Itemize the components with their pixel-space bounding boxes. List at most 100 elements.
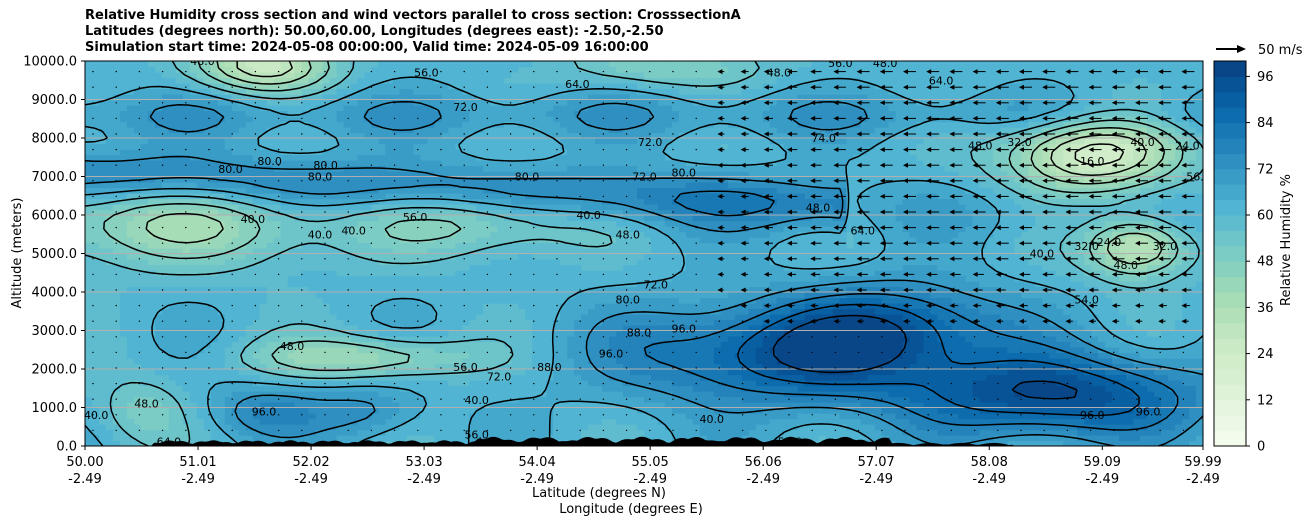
field-cell: [119, 374, 128, 381]
field-cell: [161, 160, 170, 167]
field-cell: [399, 275, 408, 282]
field-cell: [448, 99, 456, 106]
field-cell: [462, 143, 470, 150]
field-cell: [175, 182, 184, 189]
field-cell: [504, 418, 512, 425]
field-cell: [301, 358, 310, 365]
field-cell: [147, 407, 156, 414]
field-cell: [392, 391, 401, 398]
field-cell: [210, 160, 219, 167]
field-cell: [546, 286, 554, 293]
field-cell: [301, 347, 310, 354]
field-cell: [196, 380, 205, 387]
field-cell: [336, 402, 345, 409]
field-cell: [126, 132, 135, 139]
field-cell: [490, 325, 498, 332]
field-cell: [105, 105, 114, 112]
field-cell: [105, 292, 114, 299]
field-cell: [210, 209, 219, 216]
field-cell: [371, 88, 380, 95]
field-cell: [413, 380, 421, 387]
field-cell: [574, 358, 582, 365]
field-cell: [546, 396, 554, 403]
field-cell: [364, 116, 373, 123]
field-cell: [518, 248, 526, 255]
field-cell: [196, 330, 205, 337]
field-cell: [224, 314, 233, 321]
field-cell: [308, 204, 317, 211]
field-cell: [399, 204, 408, 211]
field-cell: [525, 83, 533, 90]
field-cell: [574, 187, 582, 194]
field-cell: [126, 220, 135, 227]
field-cell: [168, 270, 177, 277]
field-cell: [245, 116, 254, 123]
field-cell: [112, 231, 121, 238]
field-cell: [154, 352, 163, 359]
field-cell: [476, 297, 484, 304]
field-cell: [434, 363, 442, 370]
field-cell: [525, 160, 533, 167]
field-cell: [168, 248, 177, 255]
field-cell: [441, 286, 449, 293]
field-cell: [406, 83, 415, 90]
field-cell: [504, 226, 512, 233]
field-cell: [469, 143, 477, 150]
field-cell: [539, 154, 547, 161]
field-cell: [245, 396, 254, 403]
field-cell: [392, 66, 401, 73]
field-cell: [329, 435, 338, 442]
field-cell: [294, 297, 303, 304]
field-cell: [119, 182, 128, 189]
field-cell: [525, 77, 533, 84]
field-cell: [406, 132, 415, 139]
field-cell: [315, 424, 324, 431]
field-cell: [371, 374, 380, 381]
field-cell: [140, 402, 149, 409]
field-cell: [112, 424, 121, 431]
field-cell: [287, 330, 296, 337]
field-cell: [343, 66, 352, 73]
field-cell: [140, 193, 149, 200]
field-cell: [91, 396, 100, 403]
field-cell: [91, 94, 100, 101]
field-cell: [105, 418, 114, 425]
field-cell: [266, 105, 275, 112]
field-cell: [168, 418, 177, 425]
field-cell: [140, 138, 149, 145]
field-cell: [420, 88, 428, 95]
field-cell: [161, 110, 170, 117]
field-cell: [224, 424, 233, 431]
field-cell: [553, 402, 561, 409]
field-cell: [420, 429, 428, 436]
field-cell: [511, 220, 519, 227]
field-cell: [182, 215, 191, 222]
field-cell: [280, 330, 289, 337]
field-cell: [308, 314, 317, 321]
field-cell: [336, 292, 345, 299]
field-cell: [112, 413, 121, 420]
field-cell: [497, 165, 505, 172]
field-cell: [518, 154, 526, 161]
field-cell: [371, 94, 380, 101]
field-cell: [224, 435, 233, 442]
field-cell: [378, 127, 387, 134]
field-cell: [280, 88, 289, 95]
field-cell: [175, 407, 184, 414]
field-cell: [392, 314, 401, 321]
field-cell: [196, 66, 205, 73]
field-cell: [224, 413, 233, 420]
field-cell: [413, 330, 421, 337]
field-cell: [343, 429, 352, 436]
field-cell: [553, 319, 561, 326]
field-cell: [175, 308, 184, 315]
field-cell: [85, 429, 93, 436]
field-cell: [343, 88, 352, 95]
field-cell: [322, 369, 331, 376]
field-cell: [399, 380, 408, 387]
field-cell: [539, 143, 547, 150]
field-cell: [245, 176, 254, 183]
field-cell: [476, 391, 484, 398]
field-cell: [210, 424, 219, 431]
field-cell: [161, 165, 170, 172]
